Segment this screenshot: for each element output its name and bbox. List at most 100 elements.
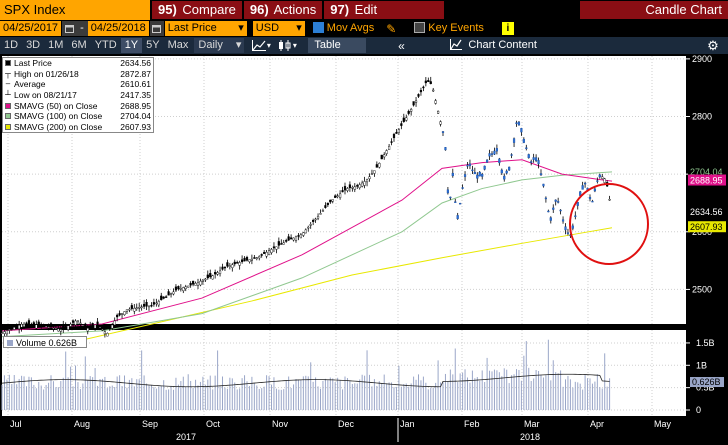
period-6m[interactable]: 6M <box>71 39 87 51</box>
candle-body <box>196 282 200 286</box>
candle-body <box>8 329 11 331</box>
month-label: Mar <box>524 419 540 429</box>
candle-body <box>155 302 158 305</box>
key-events-toggle[interactable]: Key Events <box>410 21 488 36</box>
candle-body <box>397 129 400 133</box>
actions-button[interactable]: 96) Actions <box>243 1 323 19</box>
date-separator: - <box>76 21 88 36</box>
gear-icon[interactable]: ⚙ <box>707 37 719 53</box>
candle-body <box>221 266 224 270</box>
candle-body <box>380 154 383 160</box>
candle-body <box>459 202 462 205</box>
month-label: Nov <box>272 419 289 429</box>
candle-body <box>49 323 53 328</box>
candle-body <box>486 159 489 163</box>
price-axis: 250026002700280029002704.042688.952634.5… <box>686 54 726 294</box>
calendar-icon[interactable] <box>62 21 77 36</box>
legend-label: SMAVG (100) on Close <box>14 111 103 122</box>
annotation-circle <box>569 183 649 265</box>
candle-body <box>549 217 552 221</box>
candle-body <box>561 219 565 222</box>
volume-last-label: 0.626B <box>692 377 721 387</box>
volume-tick-label: 0.5B <box>696 383 715 393</box>
candle-body <box>270 249 273 253</box>
legend-value: 2607.93 <box>120 121 151 132</box>
field-select[interactable]: Last Price ▾ <box>164 21 247 36</box>
candle-body <box>71 320 75 323</box>
candle-body <box>463 174 467 177</box>
candle-body <box>417 94 420 97</box>
candle-body <box>285 240 288 242</box>
candle-body <box>564 226 567 231</box>
candle-body <box>226 262 229 267</box>
candle-body <box>248 259 251 263</box>
candle-body <box>542 183 545 187</box>
candle-body <box>89 325 92 328</box>
ticker-field[interactable]: SPX Index <box>0 0 150 20</box>
checkbox-icon <box>414 22 426 33</box>
period-1d[interactable]: 1D <box>4 39 19 51</box>
candle-body <box>145 302 148 307</box>
candle-body <box>42 324 45 326</box>
candle-body <box>483 165 486 170</box>
info-icon[interactable]: i <box>501 22 514 35</box>
compare-num: 95) <box>158 2 177 17</box>
mov-avgs-toggle[interactable]: Mov Avgs <box>308 21 379 36</box>
candle-body <box>493 150 496 155</box>
month-label: Oct <box>206 419 221 429</box>
currency-select[interactable]: USD ▾ <box>252 21 305 36</box>
candle-body <box>64 325 67 328</box>
period-1m[interactable]: 1M <box>48 39 64 51</box>
start-date-field[interactable]: 04/25/2017 <box>0 21 62 36</box>
candle-body <box>356 185 359 187</box>
candle-body <box>331 199 334 202</box>
legend-swatch <box>5 102 11 109</box>
actions-num: 96) <box>249 2 269 17</box>
candle-body <box>162 296 165 299</box>
candle-body <box>544 197 547 200</box>
candle-body <box>363 181 366 186</box>
candle-body <box>228 265 231 268</box>
period-max[interactable]: Max <box>167 39 189 51</box>
candle-body <box>86 328 89 332</box>
candle-body <box>160 295 163 301</box>
period-1y[interactable]: 1Y <box>120 38 143 53</box>
candle-body <box>368 176 371 180</box>
candle-body <box>287 236 290 241</box>
candle-body <box>201 279 204 282</box>
candle-body <box>260 254 263 256</box>
candle-body <box>385 150 388 154</box>
calendar-icon-end[interactable] <box>149 21 164 36</box>
candle-body <box>290 237 293 240</box>
candle-body <box>312 220 315 222</box>
candle-body <box>79 322 82 325</box>
year-label: 2017 <box>176 432 196 442</box>
candle-body <box>552 207 555 210</box>
candle-body <box>388 146 391 150</box>
candle-body <box>125 309 129 312</box>
chevron-down-icon: ▾ <box>235 39 242 51</box>
pencil-icon[interactable]: ✎ <box>386 21 397 36</box>
line-chart-icon[interactable]: ▾ <box>248 38 274 53</box>
period-3d[interactable]: 3D <box>26 39 41 51</box>
candle-body <box>329 199 332 203</box>
edit-button[interactable]: 97) Edit <box>324 1 445 19</box>
candle-body <box>98 326 102 329</box>
collapse-left-icon[interactable]: « <box>398 38 405 53</box>
edit-num: 97) <box>330 2 350 17</box>
candle-body <box>596 180 599 182</box>
period-ytd[interactable]: YTD <box>94 39 117 51</box>
period-5y[interactable]: 5Y <box>146 39 160 51</box>
candle-body <box>307 226 310 229</box>
end-date-field[interactable]: 04/25/2018 <box>87 21 149 36</box>
candle-body <box>116 314 119 318</box>
chart-content-button[interactable]: Chart Content <box>468 39 537 51</box>
table-button[interactable]: Table <box>308 38 367 53</box>
frequency-select[interactable]: Daily ▾ <box>194 38 245 53</box>
compare-button[interactable]: 95) Compare <box>152 1 242 19</box>
candle-body <box>383 154 386 158</box>
candle-body <box>120 313 124 315</box>
month-label: Jul <box>10 419 22 429</box>
candle-body <box>62 324 65 330</box>
candle-type-icon[interactable]: ▾ <box>274 38 300 53</box>
